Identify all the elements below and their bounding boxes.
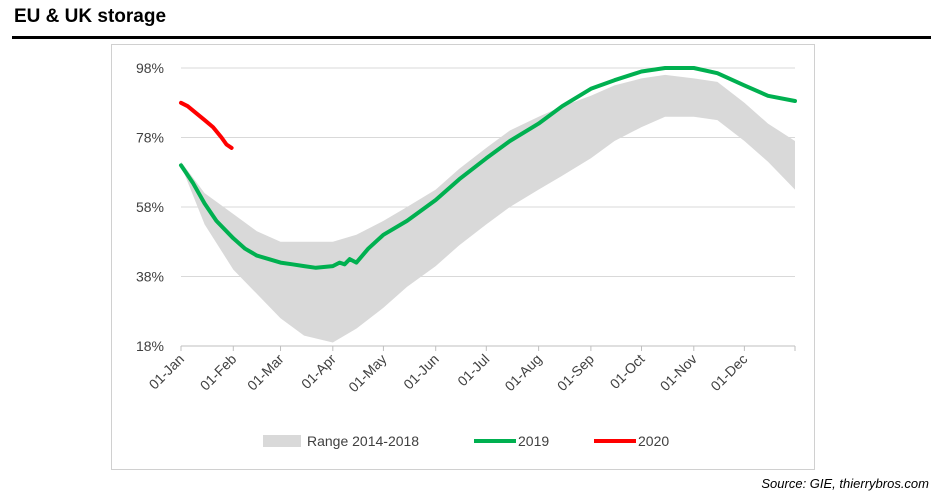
y-tick-label: 78% [136,130,164,146]
x-tick-labels: 01-Jan 01-Feb 01-Mar 01-Apr 01-May 01-Jun 01-J… [146,346,796,395]
x-tick-label: 01-Dec [707,351,750,394]
y-tick-label: 98% [136,60,164,76]
x-tick-label: 01-Jan [146,351,188,393]
title-divider [12,36,931,39]
x-tick-label: 01-Jul [454,351,492,389]
x-tick-label: 01-Oct [607,351,648,392]
series-line-2020 [179,100,234,150]
legend-label-band: Range 2014-2018 [307,433,419,449]
series-layer [179,66,797,270]
y-tick-label: 38% [136,269,164,285]
x-tick-label: 01-Mar [244,351,287,394]
x-tick-label: 01-Apr [298,351,339,392]
source-note: Source: GIE, thierrybros.com [761,476,929,491]
legend-label-2020: 2020 [638,433,669,449]
chart-frame [111,44,815,470]
series-line-2019 [179,66,797,270]
page-title: EU & UK storage [14,6,167,27]
range-band [181,74,795,343]
legend-label-2019: 2019 [518,433,549,449]
band-layer [181,74,795,343]
y-tick-label: 58% [136,199,164,215]
x-tick-label: 01-May [345,351,389,395]
x-tick-label: 01-Feb [197,351,240,394]
y-tick-label: 18% [136,338,164,354]
x-tick-label: 01-Aug [501,351,544,394]
legend-swatch-band [263,435,301,447]
y-tick-labels: 98% 78% 58% 38% 18% [136,60,164,354]
legend: Range 2014-2018 2019 2020 [263,433,669,449]
x-tick-label: 01-Jun [400,351,442,393]
x-tick-label: 01-Nov [657,351,700,394]
x-tick-label: 01-Sep [554,351,597,394]
